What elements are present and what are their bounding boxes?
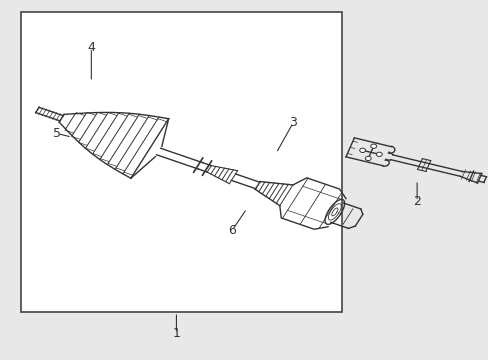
Circle shape bbox=[359, 148, 365, 153]
Text: 4: 4 bbox=[87, 41, 95, 54]
Circle shape bbox=[376, 152, 382, 157]
Text: 3: 3 bbox=[288, 116, 296, 129]
Text: 2: 2 bbox=[412, 195, 420, 208]
Text: 1: 1 bbox=[172, 327, 180, 340]
Bar bbox=[21, 12, 341, 312]
Circle shape bbox=[370, 144, 376, 148]
Text: 5: 5 bbox=[53, 127, 61, 140]
Text: 6: 6 bbox=[228, 224, 236, 237]
Circle shape bbox=[365, 156, 370, 161]
